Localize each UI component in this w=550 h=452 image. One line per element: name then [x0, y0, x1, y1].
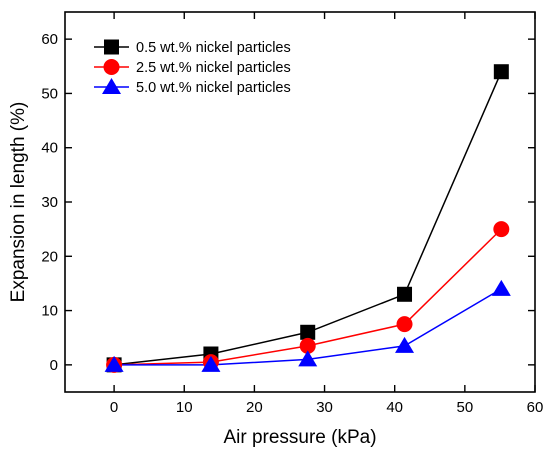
x-tick-label: 40: [386, 399, 403, 416]
y-axis-title: Expansion in length (%): [8, 102, 29, 303]
x-axis-title: Air pressure (kPa): [223, 427, 376, 448]
x-tick-label: 50: [457, 399, 474, 416]
y-tick-label: 60: [41, 31, 58, 48]
x-tick-label: 20: [246, 399, 263, 416]
data-point: [491, 279, 511, 296]
data-point: [396, 316, 413, 333]
data-point: [397, 286, 413, 302]
legend-marker: [102, 78, 121, 94]
y-tick-label: 10: [41, 303, 58, 320]
series-points-circle: [106, 221, 510, 373]
legend-item: 0.5 wt.% nickel particles: [94, 39, 291, 56]
legend: 0.5 wt.% nickel particles 2.5 wt.% nickel…: [94, 39, 291, 96]
legend-label: 0.5 wt.% nickel particles: [136, 40, 291, 56]
series-points-square: [106, 64, 509, 373]
legend-marker: [104, 39, 119, 55]
y-tick-label: 30: [41, 194, 58, 211]
legend-item: 5.0 wt.% nickel particles: [94, 78, 291, 96]
data-point: [298, 350, 318, 367]
y-tick-label: 0: [50, 357, 58, 374]
data-point: [493, 221, 510, 238]
y-tick-label: 40: [41, 140, 58, 157]
series-points-triangle: [104, 279, 511, 372]
data-point: [395, 336, 415, 353]
x-tick-label: 10: [176, 399, 193, 416]
y-tick-label: 20: [41, 248, 58, 265]
x-tick-label: 0: [110, 399, 118, 416]
data-point: [300, 324, 316, 340]
x-tick-label: 30: [316, 399, 333, 416]
legend-label: 2.5 wt.% nickel particles: [136, 60, 291, 76]
data-point: [493, 64, 509, 80]
data-point: [104, 355, 124, 372]
series-square: [114, 71, 503, 366]
axis-ticks: 0 10 20 30 40 50 60 0 10 20 30 40 50 60: [41, 12, 543, 416]
data-point: [201, 355, 221, 372]
series-line: [114, 71, 503, 366]
y-tick-label: 50: [41, 85, 58, 102]
series-layer: [104, 64, 511, 373]
legend-label: 5.0 wt.% nickel particles: [136, 80, 291, 96]
legend-marker: [103, 59, 120, 75]
legend-item: 2.5 wt.% nickel particles: [94, 59, 291, 76]
data-point: [299, 337, 316, 354]
x-tick-label: 60: [527, 399, 544, 416]
